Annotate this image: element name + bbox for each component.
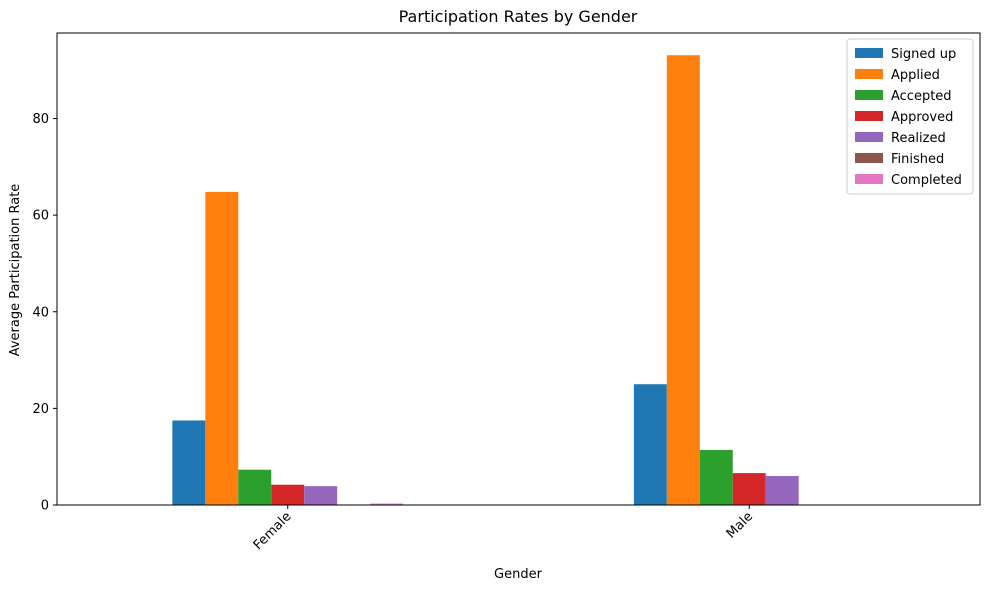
bar-realized-male xyxy=(765,476,799,505)
bar-approved-male xyxy=(732,473,766,505)
bar-completed-female xyxy=(370,503,404,505)
y-tick-label: 0 xyxy=(41,499,49,514)
legend-label-approved: Approved xyxy=(891,110,953,125)
legend-label-signed-up: Signed up xyxy=(891,47,956,62)
legend: Signed up Applied Accepted Approved Realized… xyxy=(846,38,974,195)
bar-accepted-male xyxy=(699,449,733,505)
legend-swatch-applied xyxy=(855,69,883,79)
legend-label-applied: Applied xyxy=(891,68,940,83)
chart-title: Participation Rates by Gender xyxy=(399,7,638,26)
legend-swatch-finished xyxy=(855,153,883,163)
bar-approved-female xyxy=(271,484,305,505)
legend-label-realized: Realized xyxy=(891,131,946,146)
legend-swatch-approved xyxy=(855,111,883,121)
plot-frame xyxy=(56,32,981,506)
y-tick-label: 80 xyxy=(32,112,49,127)
y-tick-label: 40 xyxy=(32,305,49,320)
bar-applied-male xyxy=(666,55,700,505)
y-tick-label: 20 xyxy=(32,402,49,417)
legend-label-completed: Completed xyxy=(891,173,962,188)
y-tick-label: 60 xyxy=(32,209,49,224)
legend-swatch-completed xyxy=(855,174,883,184)
bar-accepted-female xyxy=(238,469,272,505)
legend-swatch-realized xyxy=(855,132,883,142)
legend-label-finished: Finished xyxy=(891,152,944,167)
legend-swatch-accepted xyxy=(855,90,883,100)
y-axis-label: Average Participation Rate xyxy=(8,184,23,357)
bar-signed-up-male xyxy=(633,384,667,505)
bar-realized-female xyxy=(304,486,338,505)
legend-swatch-signed-up xyxy=(855,48,883,58)
x-axis-label: Gender xyxy=(494,567,543,582)
bar-applied-female xyxy=(205,191,239,505)
bar-signed-up-female xyxy=(172,420,206,505)
legend-label-accepted: Accepted xyxy=(891,89,952,104)
